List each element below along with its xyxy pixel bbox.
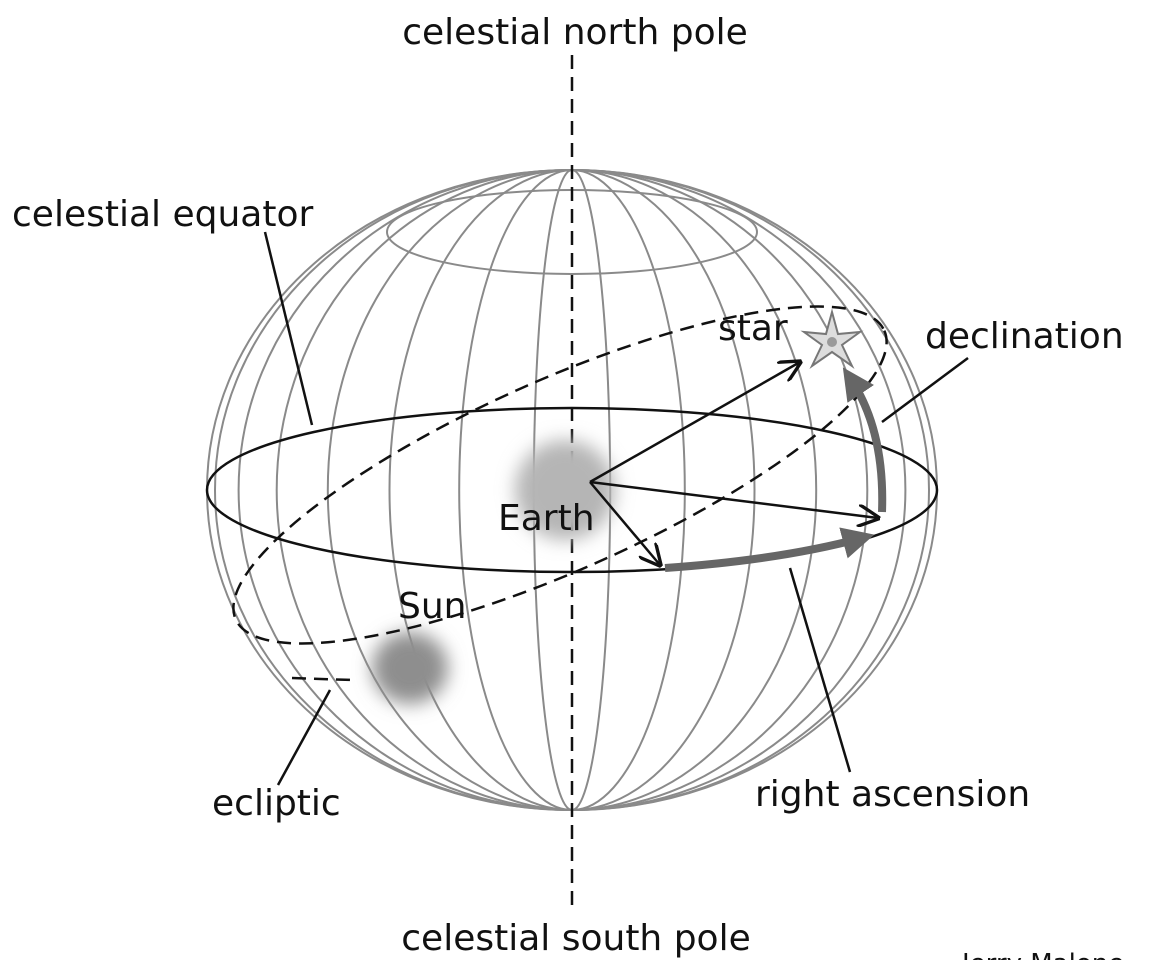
leader-line bbox=[263, 231, 314, 426]
star-vector bbox=[589, 362, 800, 484]
label: celestial south pole bbox=[401, 918, 750, 959]
star-icon bbox=[800, 308, 864, 369]
leader-line bbox=[788, 567, 852, 773]
right-ascension-arc bbox=[664, 527, 875, 572]
label: celestial equator bbox=[12, 194, 313, 235]
label: declination bbox=[925, 316, 1124, 357]
label: ecliptic bbox=[212, 783, 341, 824]
earth bbox=[515, 440, 615, 540]
label: Sun bbox=[398, 586, 466, 627]
sun bbox=[372, 632, 448, 704]
credit: Jerry Malone bbox=[960, 949, 1124, 960]
celestial-equator bbox=[205, 406, 939, 574]
leader-line bbox=[291, 676, 353, 682]
reference-vector bbox=[589, 481, 660, 565]
label: right ascension bbox=[755, 774, 1030, 815]
label: celestial north pole bbox=[402, 12, 748, 53]
ecliptic-line bbox=[232, 305, 888, 645]
leader-line bbox=[881, 356, 969, 424]
declination-arc bbox=[842, 367, 887, 513]
label: star bbox=[718, 308, 788, 349]
projection-vector bbox=[589, 480, 878, 518]
label: Earth bbox=[498, 498, 595, 539]
leader-line bbox=[276, 689, 332, 786]
